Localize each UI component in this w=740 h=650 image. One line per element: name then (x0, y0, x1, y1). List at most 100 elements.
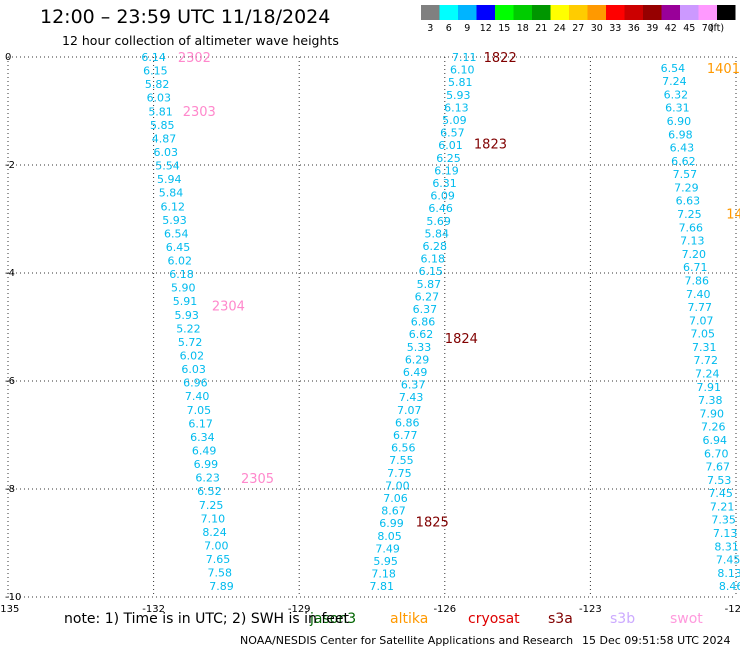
wave-height-value: 6.71 (683, 261, 708, 274)
wave-height-value: 5.85 (150, 119, 175, 132)
wave-height-value: 7.40 (185, 390, 210, 403)
wave-height-value: 5.82 (145, 78, 170, 91)
wave-height-value: 6.96 (183, 377, 208, 390)
color-swatch (606, 5, 625, 20)
wave-height-value: 8.46 (719, 580, 740, 593)
wave-height-value: 8.24 (202, 526, 227, 539)
legend-s3b: s3b (610, 611, 636, 627)
x-tick-label: -120 (725, 604, 740, 615)
wave-height-value: 7.90 (699, 407, 724, 420)
wave-height-value: 6.23 (195, 472, 220, 485)
pass-label: 1401 (707, 62, 740, 77)
wave-height-value: 7.55 (389, 454, 414, 467)
color-swatch (569, 5, 588, 20)
wave-height-value: 7.45 (716, 554, 740, 567)
wave-height-value: 6.32 (664, 88, 689, 101)
wave-height-value: 7.25 (199, 499, 224, 512)
wave-height-value: 7.53 (707, 474, 732, 487)
x-tick-label: -123 (579, 604, 602, 615)
wave-height-value: 6.98 (668, 128, 693, 141)
wave-height-value: 6.18 (169, 268, 194, 281)
wave-height-value: 7.75 (387, 467, 412, 480)
track-altika: 6.547.246.326.316.906.986.436.627.577.29… (661, 62, 740, 593)
wave-height-value: 6.52 (197, 485, 222, 498)
wave-height-value: 6.15 (419, 265, 444, 278)
color-swatch (476, 5, 495, 20)
pass-label: 2302 (178, 51, 211, 66)
wave-height-value: 6.63 (676, 195, 701, 208)
wave-height-value: 7.11 (452, 51, 477, 64)
x-tick-label: -126 (433, 604, 456, 615)
wave-height-value: 6.46 (428, 202, 453, 215)
wave-height-value: 6.57 (440, 127, 465, 140)
wave-height-value: 7.77 (688, 301, 713, 314)
wave-height-value: 6.37 (413, 303, 438, 316)
wave-height-value: 5.93 (174, 309, 199, 322)
wave-height-value: 6.54 (164, 227, 189, 240)
wave-height-value: 6.77 (393, 429, 418, 442)
wave-height-value: 7.38 (698, 394, 723, 407)
wave-height-value: 7.72 (694, 354, 719, 367)
legend-cryosat: cryosat (468, 611, 520, 627)
wave-height-value: 6.19 (434, 164, 459, 177)
wave-height-value: 5.93 (446, 89, 471, 102)
wave-height-value: 5.22 (176, 322, 201, 335)
wave-height-value: 6.31 (432, 177, 457, 190)
wave-height-value: 7.18 (371, 568, 396, 581)
wave-height-value: 6.49 (192, 445, 217, 458)
wave-height-value: 7.21 (710, 500, 735, 513)
wave-height-value: 6.03 (154, 146, 179, 159)
wave-height-value: 8.31 (714, 540, 739, 553)
wave-height-value: 7.00 (385, 479, 410, 492)
wave-height-value: 6.54 (661, 62, 686, 75)
colorbar-label: 21 (535, 23, 547, 34)
wave-height-value: 7.07 (397, 404, 422, 417)
color-swatch (439, 5, 458, 20)
color-swatch (532, 5, 551, 20)
track-swot: 6.146.155.826.035.815.854.876.035.545.94… (141, 51, 274, 593)
wave-height-value: 7.49 (375, 542, 400, 555)
wave-height-value: 5.94 (157, 173, 182, 186)
color-swatch (550, 5, 569, 20)
color-swatch (680, 5, 699, 20)
wave-height-value: 6.03 (147, 92, 172, 105)
colorbar-label: 42 (665, 23, 677, 34)
colorbar-label: 15 (498, 23, 510, 34)
satellite-tracks: 6.146.155.826.035.815.854.876.035.545.94… (141, 51, 740, 593)
x-tick-label: -129 (288, 604, 311, 615)
wave-height-value: 6.45 (166, 241, 191, 254)
colorbar-label: 9 (464, 23, 470, 34)
wave-height-value: 5.84 (424, 227, 449, 240)
wave-height-value: 6.62 (409, 328, 434, 341)
wave-height-value: 5.81 (448, 76, 473, 89)
colorbar-label: 36 (628, 23, 640, 34)
wave-height-value: 6.25 (436, 152, 461, 165)
wave-height-value: 6.17 (188, 417, 213, 430)
wave-height-value: 7.05 (187, 404, 212, 417)
wave-height-value: 7.86 (685, 274, 710, 287)
colorbar-label: 27 (572, 23, 584, 34)
y-tick-label: -6 (5, 376, 15, 387)
color-swatch (643, 5, 662, 20)
colorbar-label: 18 (517, 23, 529, 34)
legend-altika: altika (390, 611, 429, 627)
wave-height-value: 7.00 (204, 539, 229, 552)
wave-height-value: 6.43 (670, 142, 695, 155)
axis-ticks: -135 -132 -129 -126 -123 -120 0 -2 -4 -6 -8 -10 (0, 52, 740, 615)
colorbar-label: 3 (427, 23, 433, 34)
color-swatch (458, 5, 477, 20)
wave-height-value: 7.57 (673, 168, 698, 181)
x-tick-label: -135 (0, 604, 19, 615)
wave-height-value: 5.54 (155, 160, 180, 173)
wave-height-value: 6.03 (181, 363, 206, 376)
y-tick-label: -2 (5, 160, 15, 171)
wave-height-value: 5.69 (426, 215, 451, 228)
x-tick-label: -132 (142, 604, 165, 615)
footer-note: note: 1) Time is in UTC; 2) SWH is in fe… (64, 611, 350, 627)
satellite-legend: jason3 altika cryosat s3a s3b swot (0, 611, 740, 631)
wave-height-value: 5.90 (171, 282, 196, 295)
chart-subtitle: 12 hour collection of altimeter wave hei… (62, 33, 339, 48)
pass-label: 1400 (726, 208, 740, 223)
wave-height-value: 5.33 (407, 341, 432, 354)
pass-label: 1825 (416, 515, 449, 530)
